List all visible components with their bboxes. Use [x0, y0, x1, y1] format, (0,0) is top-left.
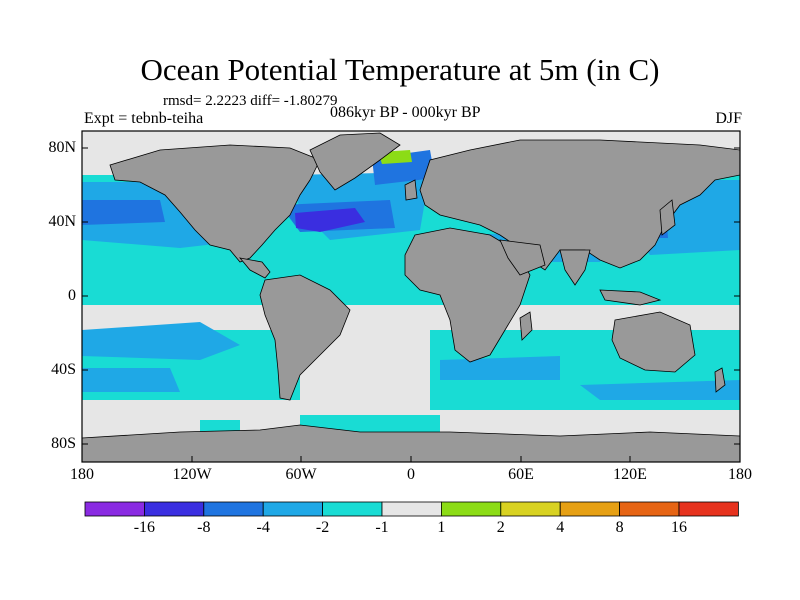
lon-tick-label: 180 [728, 466, 752, 483]
land-japan [659, 199, 676, 236]
lon-tick-label: 180 [70, 466, 94, 483]
colorbar-swatch [440, 501, 502, 517]
land-australia [611, 311, 696, 373]
colorbar-label: 1 [437, 519, 446, 536]
anomaly-band-minus4-8 [82, 150, 668, 238]
colorbar-swatch [262, 501, 324, 517]
colorbar-swatch [619, 501, 680, 517]
land-south-america [259, 274, 351, 401]
colorbar-label: 2 [496, 519, 505, 536]
land-india [559, 249, 591, 286]
land [82, 132, 740, 462]
colorbar-label: -8 [197, 519, 211, 536]
lon-tick-label: 120E [613, 466, 647, 483]
colorbar-label: -1 [375, 519, 389, 536]
lat-tick-label: 80S [51, 435, 76, 452]
colorbar-swatch [322, 501, 383, 517]
land-north-america [109, 144, 321, 263]
land-arabia [499, 239, 546, 276]
colorbar-label: -16 [133, 519, 156, 536]
lon-tick-label: 60W [285, 466, 317, 483]
land-new-zealand [714, 367, 726, 393]
lat-tick-label: 0 [68, 287, 76, 304]
colorbar [84, 501, 739, 517]
anomaly-band-minus8-16 [295, 208, 662, 234]
colorbar-swatch [500, 501, 561, 517]
lon-tick-label: 0 [407, 466, 415, 483]
axis-ticks [81, 147, 741, 462]
colorbar-swatch [381, 501, 442, 517]
colorbar-label: 4 [556, 519, 565, 536]
season-label: DJF [715, 110, 742, 127]
lon-tick-label: 60E [508, 466, 534, 483]
colorbar-label: -4 [256, 519, 270, 536]
land-madagascar [519, 311, 533, 341]
colorbar-swatch [678, 501, 739, 517]
period-label: 086kyr BP - 000kyr BP [330, 104, 481, 121]
stats-line: rmsd= 2.2223 diff= -1.80279 [163, 93, 338, 109]
lat-tick-label: 80N [48, 139, 76, 156]
colorbar-label: 8 [615, 519, 624, 536]
colorbar-label: 16 [671, 519, 687, 536]
colorbar-swatch [84, 501, 145, 517]
map-title: Ocean Potential Temperature at 5m (in C) [140, 52, 660, 87]
land-indonesia [599, 289, 662, 306]
colorbar-swatch [143, 501, 205, 517]
lat-tick-label: 40S [51, 361, 76, 378]
map-field [82, 131, 740, 462]
lat-tick-label: 40N [48, 213, 76, 230]
land-greenland [309, 132, 401, 191]
colorbar-label: -2 [315, 519, 330, 536]
land-central-america [238, 257, 271, 279]
land-british-isles [404, 179, 418, 201]
colorbar-swatch [559, 501, 621, 517]
land-antarctica [82, 424, 740, 462]
experiment-label: Expt = tebnb-teiha [84, 110, 204, 127]
land-eurasia [419, 139, 740, 271]
lon-tick-label: 120W [172, 466, 212, 483]
colorbar-swatch [203, 501, 264, 517]
